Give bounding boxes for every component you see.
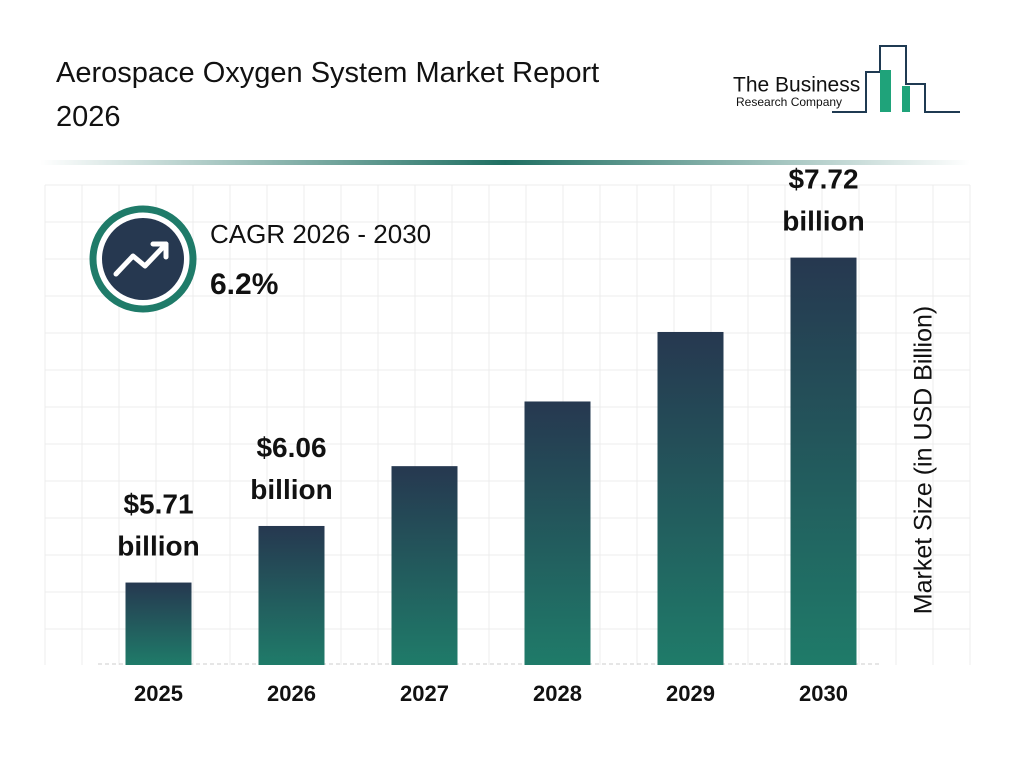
x-tick-label: 2029 [666,681,715,706]
x-tick-label: 2030 [799,681,848,706]
x-tick-label: 2028 [533,681,582,706]
chart-title: Aerospace Oxygen System Market Report 202… [56,57,599,133]
cagr-label: CAGR 2026 - 2030 [210,219,431,249]
x-tick-label: 2026 [267,681,316,706]
bar [657,331,724,665]
value-label: $6.06 billion [250,432,332,505]
x-tick-label: 2027 [400,681,449,706]
value-label: $5.71 billion [117,489,199,562]
bar [391,466,458,665]
cagr-badge: CAGR 2026 - 2030 6.2% [89,205,431,313]
x-tick-label: 2025 [134,681,183,706]
bar [524,401,591,665]
bar [258,525,325,665]
bar [125,582,192,665]
logo: The Business Research Company [733,45,960,113]
logo-subtext: Research Company [736,95,842,109]
divider [40,160,970,165]
y-axis-label: Market Size (in USD Billion) [910,306,938,614]
value-label: $7.72 billion [782,164,864,237]
cagr-value: 6.2% [210,268,278,301]
bar [790,257,857,665]
logo-text: The Business [733,74,860,97]
